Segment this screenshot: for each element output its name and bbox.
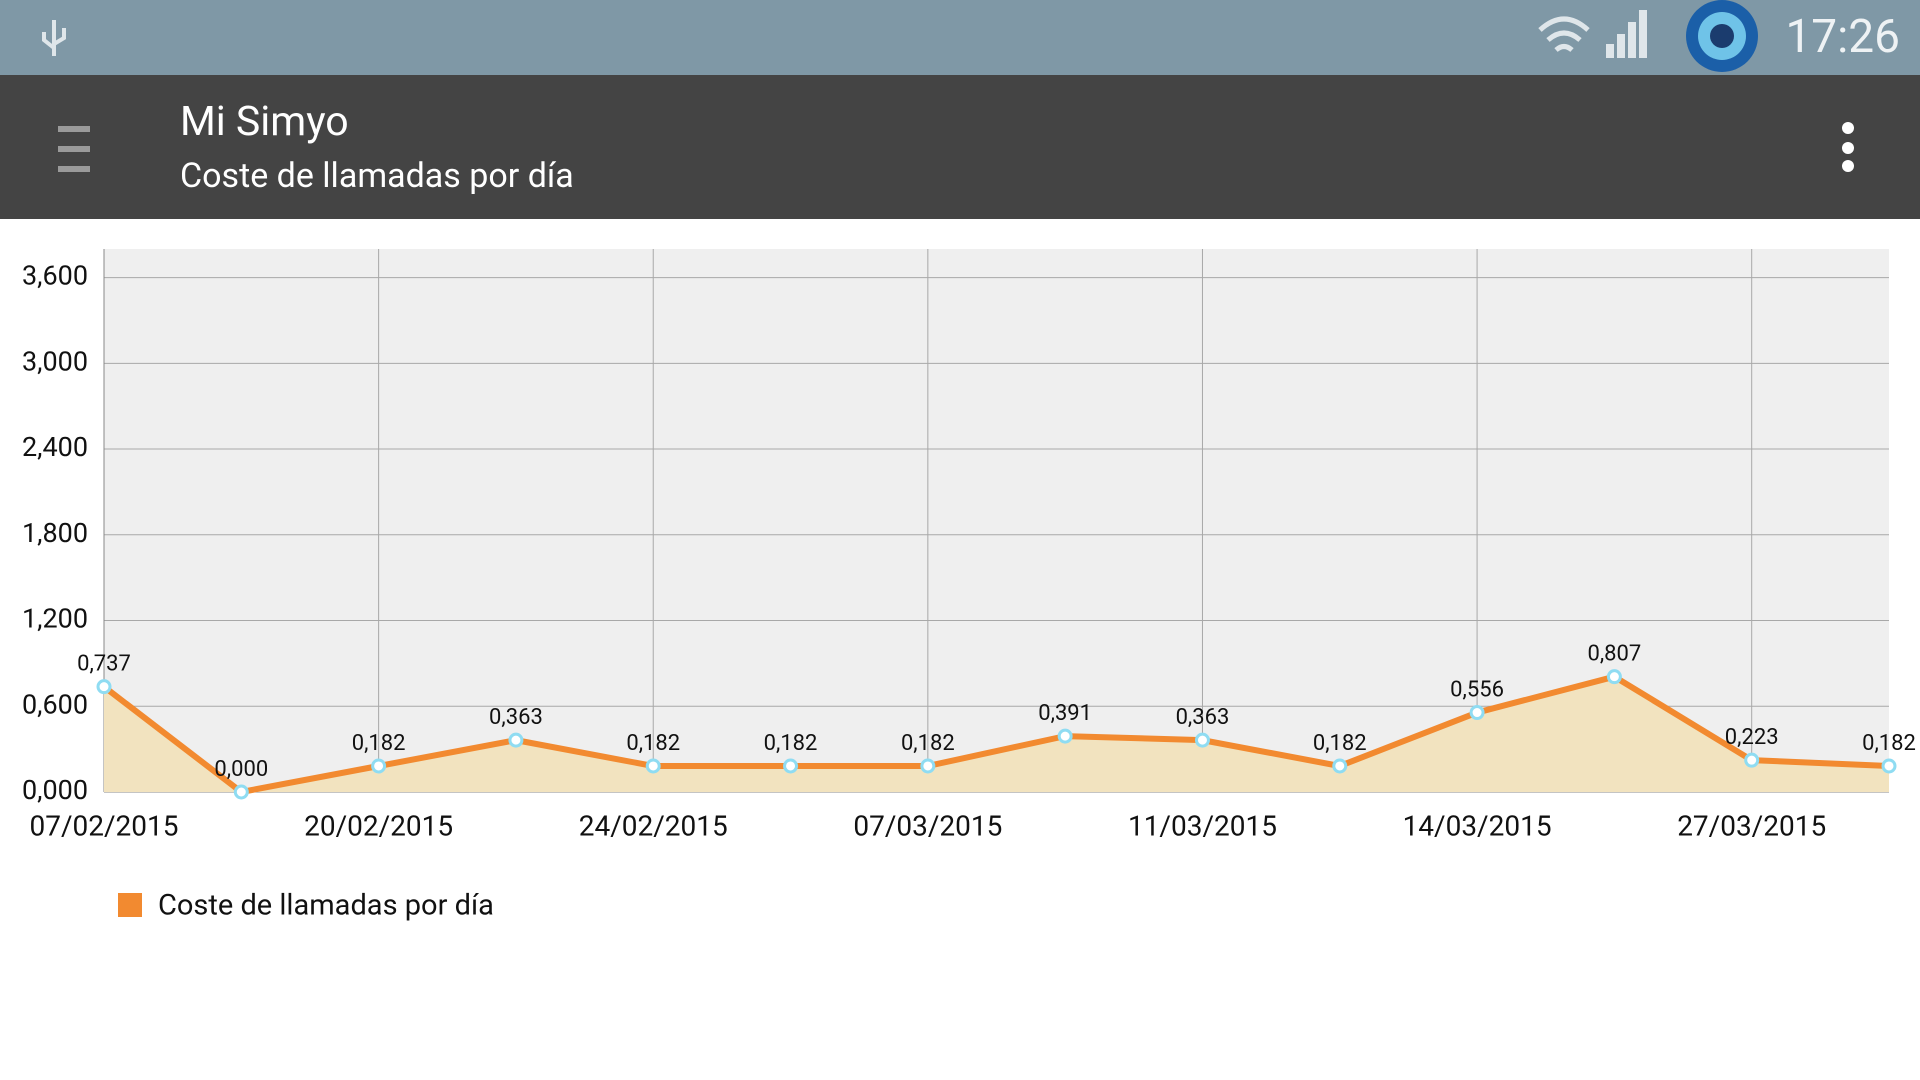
data-label: 0,807	[1587, 641, 1641, 666]
screen-subtitle: Coste de llamadas por día	[180, 156, 574, 196]
point-marker	[1057, 728, 1073, 744]
point-marker	[371, 758, 387, 774]
data-label: 0,391	[1038, 701, 1092, 726]
x-tick-label: 14/03/2015	[1403, 809, 1552, 842]
line	[102, 673, 1890, 795]
point-marker	[783, 758, 799, 774]
y-tick-label: 1,200	[22, 603, 88, 635]
chart: 0,000 0,600 1,200 1,800 2,400 3,000 3,600 07/02…	[22, 249, 1916, 923]
point-marker	[508, 732, 524, 748]
data-label: 0,182	[764, 731, 818, 756]
point-marker	[1194, 732, 1210, 748]
data-label: 0,737	[77, 651, 131, 676]
point-marker	[233, 784, 249, 800]
legend-swatch	[118, 893, 142, 917]
data-label: 0,182	[1862, 731, 1916, 756]
point-marker	[1332, 758, 1348, 774]
data-label: 0,363	[1176, 705, 1230, 730]
menu-button[interactable]	[58, 126, 90, 172]
data-label: 0,363	[489, 705, 543, 730]
overflow-menu[interactable]	[1842, 122, 1854, 172]
y-tick-label: 1,800	[22, 517, 88, 549]
wifi-icon	[1538, 16, 1590, 52]
data-label: 0,556	[1450, 677, 1504, 702]
point-marker	[1606, 669, 1622, 685]
point-marker	[1881, 758, 1897, 774]
point-marker	[645, 758, 661, 774]
signal-icon	[1606, 10, 1647, 58]
data-label: 0,182	[626, 731, 680, 756]
y-tick-label: 3,000	[22, 345, 88, 377]
data-label: 0,182	[1313, 731, 1367, 756]
clock: 17:26	[1785, 10, 1900, 64]
y-tick-label: 3,600	[22, 260, 88, 292]
y-tick-label: 2,400	[22, 431, 88, 463]
x-tick-label: 11/03/2015	[1128, 809, 1277, 842]
data-label: 0,182	[901, 731, 955, 756]
x-tick-label: 07/02/2015	[30, 809, 179, 842]
point-marker	[920, 758, 936, 774]
x-tick-label: 20/02/2015	[304, 809, 453, 842]
legend-label: Coste de llamadas por día	[158, 889, 494, 923]
usb-icon	[42, 20, 66, 56]
app-icon[interactable]	[1686, 0, 1758, 72]
point-marker	[1469, 705, 1485, 721]
x-tick-label: 24/02/2015	[579, 809, 728, 842]
app-title: Mi Simyo	[180, 98, 349, 146]
data-label: 0,182	[352, 731, 406, 756]
action-bar	[0, 75, 1920, 219]
y-tick-label: 0,600	[22, 688, 88, 720]
y-tick-label: 0,000	[22, 774, 88, 806]
area-fill	[104, 676, 1889, 792]
point-marker	[96, 679, 112, 695]
x-tick-label: 27/03/2015	[1677, 809, 1826, 842]
data-label: 0,223	[1725, 725, 1779, 750]
x-tick-label: 07/03/2015	[853, 809, 1002, 842]
point-marker	[1744, 752, 1760, 768]
data-label: 0,000	[214, 757, 268, 782]
status-bar	[0, 0, 1920, 75]
